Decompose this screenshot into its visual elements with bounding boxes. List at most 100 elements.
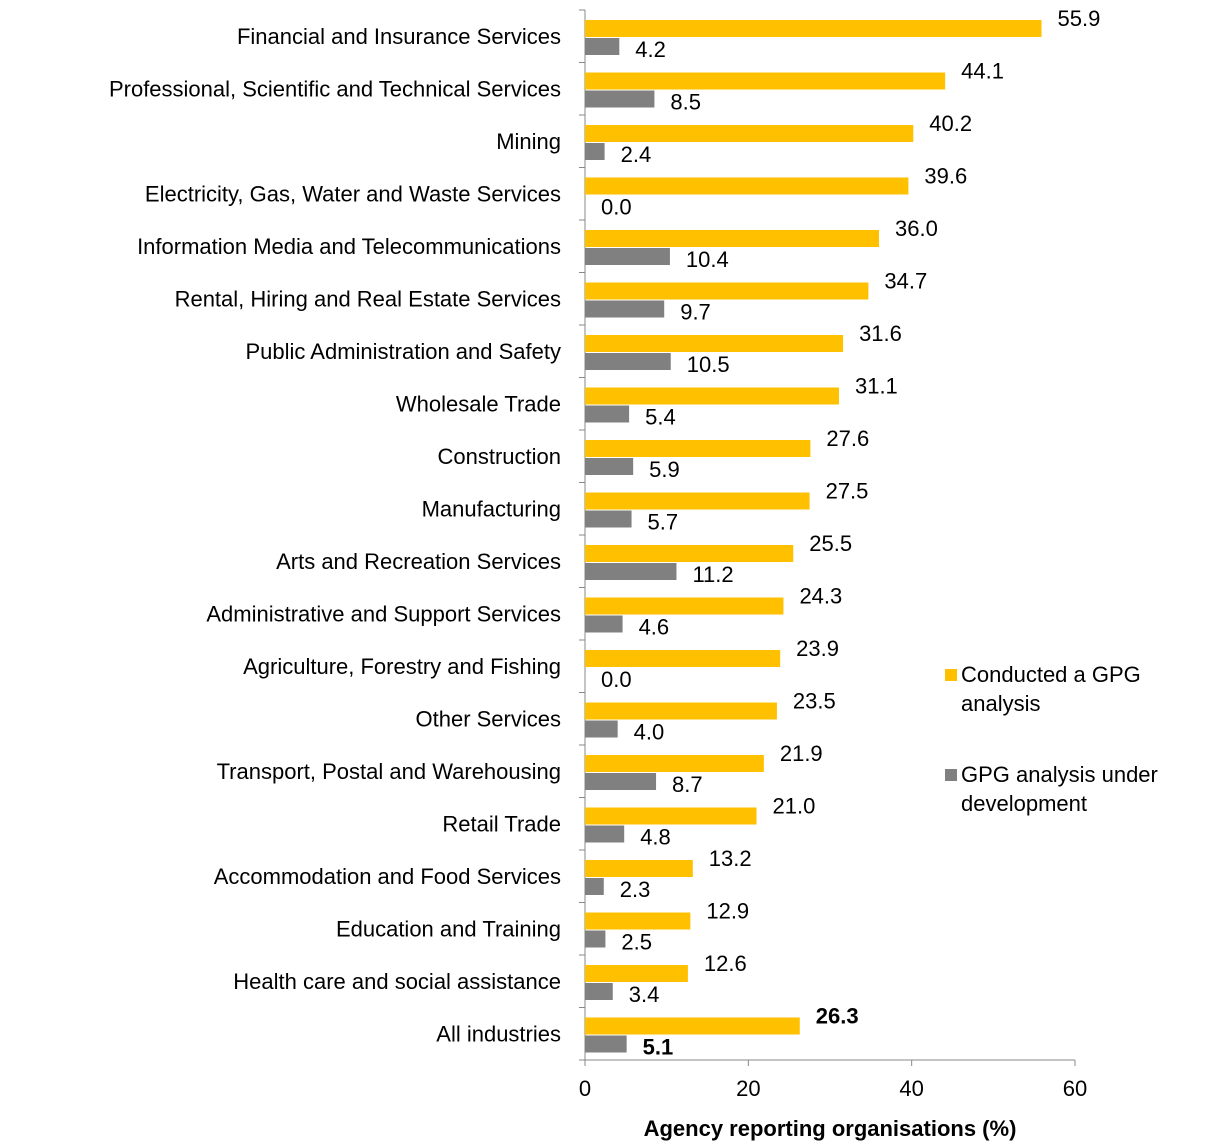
bar [585,38,620,55]
bar [585,90,655,108]
y-tick-label: Public Administration and Safety [245,339,561,364]
bar [585,650,781,667]
data-label: 40.2 [929,111,972,136]
data-label: 36.0 [895,216,938,241]
bar [585,860,693,877]
bar [585,440,811,457]
legend-label: GPG analysis under development [961,762,1158,816]
bar [585,615,623,633]
data-label: 34.7 [884,268,927,293]
y-tick-label: Other Services [416,707,562,732]
bar [585,563,677,580]
data-label: 11.2 [692,562,733,587]
data-label: 13.2 [709,846,752,871]
x-tick-label: 20 [736,1076,760,1101]
x-axis-label: Agency reporting organisations (%) [644,1116,1017,1141]
legend-swatch [945,669,957,681]
data-label: 25.5 [809,531,852,556]
data-label: 4.2 [635,37,666,62]
data-label: 39.6 [924,163,967,188]
data-label: 21.9 [780,741,823,766]
bar [585,930,606,948]
data-label: 44.1 [961,58,1004,83]
y-tick-label: Mining [496,129,561,154]
bar [585,702,777,720]
bar [585,72,946,90]
y-tick-label: Administrative and Support Services [206,602,561,627]
data-label: 4.6 [639,614,670,639]
legend-item: Conducted a GPG analysis [945,660,1195,718]
bar [585,20,1042,37]
data-label: 24.3 [799,583,842,608]
y-tick-label: Agriculture, Forestry and Fishing [243,654,561,679]
bar [585,597,784,615]
data-label: 5.1 [643,1034,674,1059]
data-label: 2.4 [621,142,652,167]
y-tick-label: Financial and Insurance Services [237,24,561,49]
y-tick-label: Accommodation and Food Services [214,864,561,889]
legend-swatch [945,769,957,781]
data-label: 21.0 [773,793,816,818]
bar [585,1035,627,1053]
data-label: 8.7 [672,772,703,797]
bar [585,353,671,370]
legend-item: GPG analysis under development [945,760,1195,818]
bar [585,282,869,300]
bar [585,387,839,405]
bar [585,912,691,930]
bar [585,983,613,1000]
data-label: 4.0 [634,719,665,744]
data-label: 26.3 [816,1003,859,1028]
data-label: 8.5 [670,89,701,114]
bar [585,807,757,825]
bar [585,965,688,982]
bar [585,755,764,772]
y-tick-label: Electricity, Gas, Water and Waste Servic… [145,182,561,207]
bar [585,825,625,843]
data-label: 27.5 [826,478,869,503]
bar [585,1017,800,1035]
y-tick-label: Wholesale Trade [396,392,561,417]
y-tick-label: Manufacturing [422,497,561,522]
data-label: 55.9 [1058,6,1101,31]
bar [585,125,914,142]
data-label: 9.7 [680,299,711,324]
y-tick-label: Arts and Recreation Services [276,549,561,574]
data-label: 27.6 [826,426,869,451]
data-label: 31.1 [855,373,898,398]
bar [585,335,844,352]
bar [585,545,794,562]
data-label: 12.6 [704,951,747,976]
data-label: 5.9 [649,457,680,482]
data-label: 4.8 [640,824,671,849]
x-tick-label: 0 [579,1076,591,1101]
x-tick-label: 60 [1063,1076,1087,1101]
data-label: 0.0 [601,667,632,692]
legend-label: Conducted a GPG analysis [961,662,1141,716]
data-label: 10.4 [686,247,729,272]
data-label: 2.5 [621,929,652,954]
data-label: 3.4 [629,982,660,1007]
data-label: 31.6 [859,321,902,346]
bar [585,230,879,247]
y-tick-label: Information Media and Telecommunications [137,234,561,259]
y-tick-label: All industries [436,1022,561,1047]
y-tick-label: Health care and social assistance [233,969,561,994]
data-label: 23.9 [796,636,839,661]
bar [585,773,657,790]
data-label: 12.9 [706,898,749,923]
x-tick-label: 40 [899,1076,923,1101]
bar [585,405,630,423]
y-tick-label: Transport, Postal and Warehousing [217,759,561,784]
bar [585,492,810,510]
bar [585,458,634,475]
y-tick-label: Retail Trade [442,812,561,837]
y-tick-label: Professional, Scientific and Technical S… [109,77,561,102]
bar [585,177,909,195]
y-tick-label: Education and Training [336,917,561,942]
y-tick-label: Rental, Hiring and Real Estate Services [175,287,561,312]
bar [585,720,618,738]
bar [585,248,670,265]
